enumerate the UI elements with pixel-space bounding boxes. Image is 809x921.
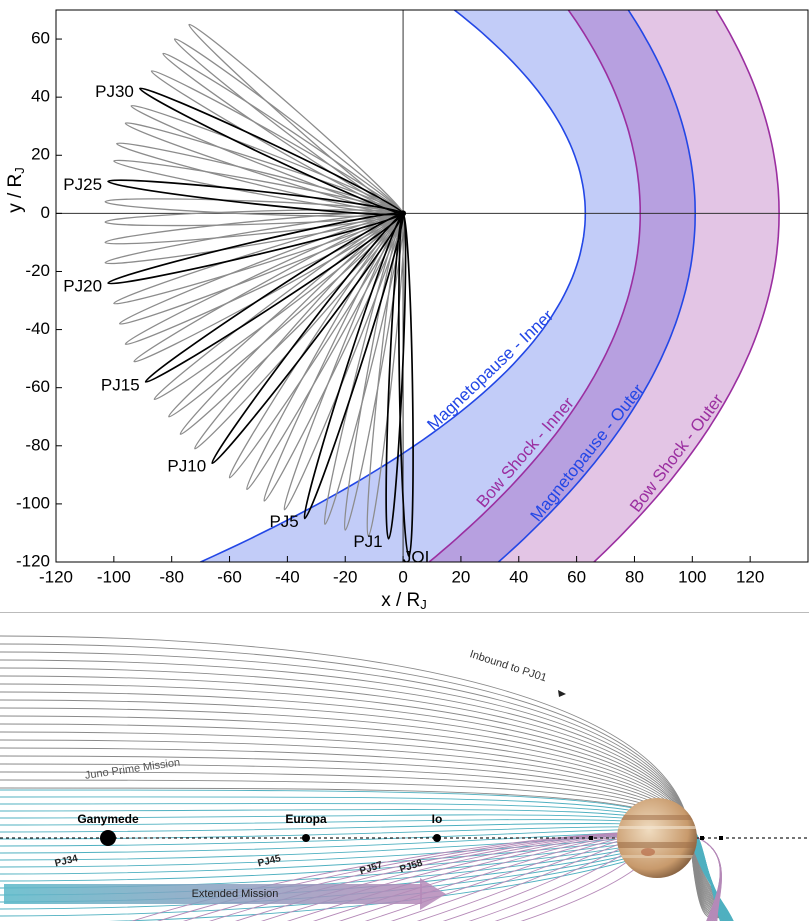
x-axis-label: x / RJ xyxy=(381,590,427,612)
x-tick-label: -40 xyxy=(275,567,300,586)
inbound-arrow xyxy=(558,690,566,697)
x-axis-label-sub: J xyxy=(420,597,427,612)
inbound-label: Inbound to PJ01 xyxy=(468,648,548,684)
page: {"chart_data": { "type": "orbit", "xlabe… xyxy=(0,0,809,921)
y-tick-label: -80 xyxy=(25,435,50,454)
y-tick-label: 20 xyxy=(31,145,50,164)
x-tick-label: -100 xyxy=(97,567,131,586)
orbit-label: PJ1 xyxy=(353,532,382,551)
orbit-chart: x / RJ y / RJ JOIPJ1PJ5PJ10PJ15PJ20PJ25P… xyxy=(0,0,809,612)
orbit xyxy=(176,209,408,439)
y-tick-label: 60 xyxy=(31,29,50,48)
x-tick-label: 0 xyxy=(398,567,407,586)
y-axis-label-sub: J xyxy=(12,167,27,174)
extended-arrow: Extended Mission xyxy=(4,878,446,910)
y-tick-label: 40 xyxy=(31,87,50,106)
y-tick-label: -120 xyxy=(16,551,50,570)
x-axis-label-main: x / R xyxy=(381,590,420,611)
x-tick-label: 100 xyxy=(678,567,706,586)
orbit-label: PJ20 xyxy=(63,277,102,296)
orbit-label: PJ25 xyxy=(63,175,102,194)
orbit xyxy=(131,208,406,368)
x-tick-label: 20 xyxy=(451,567,470,586)
y-tick-label: -20 xyxy=(25,261,50,280)
origin xyxy=(400,210,406,216)
orbit-label: PJ5 xyxy=(269,512,298,531)
marker xyxy=(700,836,704,840)
europa xyxy=(302,834,310,842)
marker xyxy=(589,836,593,840)
trajectory-diagram: Ganymede Europa Io Inbound to PJ01 Juno … xyxy=(0,613,809,921)
moon-label: Europa xyxy=(285,812,327,826)
x-tick-label: -80 xyxy=(159,567,184,586)
prime-label: Juno Prime Mission xyxy=(84,757,181,782)
y-axis-label-main: y / R xyxy=(5,174,26,213)
marker xyxy=(719,836,723,840)
orbit-label: PJ10 xyxy=(167,457,206,476)
moon-label: Io xyxy=(432,812,443,826)
orbit-label: PJ15 xyxy=(101,375,140,394)
x-tick-label: 80 xyxy=(625,567,644,586)
y-axis-label: y / RJ xyxy=(5,167,27,213)
moon-label: Ganymede xyxy=(77,812,139,826)
plot-area xyxy=(56,0,808,612)
trajectory-curves xyxy=(0,636,735,921)
y-tick-label: -100 xyxy=(16,493,50,512)
io xyxy=(433,834,441,842)
extended-label: Extended Mission xyxy=(192,888,279,900)
y-tick-label: 0 xyxy=(41,203,50,222)
y-tick-label: -60 xyxy=(25,377,50,396)
orbit-label: PJ30 xyxy=(95,82,134,101)
pj-label: PJ58 xyxy=(398,858,424,876)
x-tick-label: -20 xyxy=(333,567,358,586)
x-tick-label: 40 xyxy=(509,567,528,586)
x-tick-label: -60 xyxy=(217,567,242,586)
y-tick-label: -40 xyxy=(25,319,50,338)
ganymede xyxy=(100,830,116,846)
x-tick-label: 120 xyxy=(736,567,764,586)
x-tick-label: 60 xyxy=(567,567,586,586)
orbit-label: JOI xyxy=(403,548,429,567)
